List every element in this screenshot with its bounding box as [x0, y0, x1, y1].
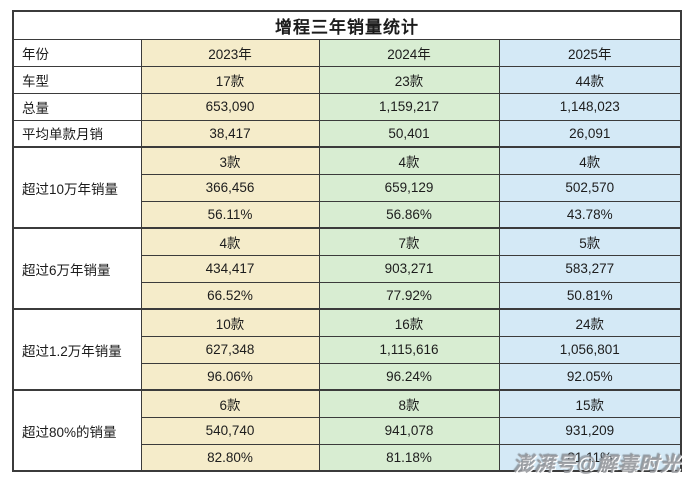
data-cell: 66.52%: [140, 281, 320, 310]
data-cell: 23款: [318, 65, 500, 94]
table-row: 56.11% 56.86% 43.78%: [13, 200, 682, 229]
data-cell: 1,115,616: [318, 335, 500, 364]
table-row: 超过10万年销量 3款 4款 4款: [12, 146, 682, 229]
data-cell: 15款: [498, 389, 682, 418]
data-cell: 26,091: [498, 119, 682, 148]
table-row: 434,417 903,271 583,277: [13, 254, 682, 283]
table-row: 627,348 1,115,616 1,056,801: [13, 335, 682, 364]
data-cell: 4款: [140, 227, 320, 256]
row-label-avg-monthly: 平均单款月销: [12, 119, 142, 148]
data-cell: 44款: [498, 65, 682, 94]
data-cell: 5款: [498, 227, 682, 256]
data-cell: 6款: [140, 389, 320, 418]
data-cell: 10款: [140, 308, 320, 337]
table-row: 82.80% 81.18% 81.11%: [13, 443, 682, 472]
table-row: 66.52% 77.92% 50.81%: [13, 281, 682, 310]
table-row: 总量 653,090 1,159,217 1,148,023: [12, 92, 682, 121]
data-cell: 4款: [498, 146, 682, 175]
data-cell: 81.18%: [318, 443, 500, 472]
data-cell: 96.24%: [318, 362, 500, 391]
table-row: 366,456 659,129 502,570: [13, 173, 682, 202]
data-cell: 43.78%: [498, 200, 682, 229]
data-cell: 24款: [498, 308, 682, 337]
table-row: 平均单款月销 38,417 50,401 26,091: [12, 119, 682, 148]
row-label-over-60k: 超过6万年销量: [12, 227, 142, 310]
data-cell: 502,570: [498, 173, 682, 202]
data-cell: 540,740: [140, 416, 320, 445]
data-cell: 96.06%: [140, 362, 320, 391]
data-cell: 92.05%: [498, 362, 682, 391]
data-cell: 56.86%: [318, 200, 500, 229]
col-header-2025: 2025年: [498, 38, 682, 67]
row-label-over-80pct: 超过80%的销量: [12, 389, 142, 472]
data-cell: 4款: [318, 146, 500, 175]
data-cell: 941,078: [318, 416, 500, 445]
data-cell: 50,401: [318, 119, 500, 148]
col-header-2024: 2024年: [318, 38, 500, 67]
table-row: 超过1.2万年销量 10款 16款 24款: [12, 308, 682, 391]
col-header-2023: 2023年: [140, 38, 320, 67]
data-cell: 17款: [140, 65, 320, 94]
table-row: 车型 17款 23款 44款: [12, 65, 682, 94]
table-row: 超过80%的销量 6款 8款 15款: [12, 389, 682, 472]
data-cell: 903,271: [318, 254, 500, 283]
data-cell: 16款: [318, 308, 500, 337]
row-label-models: 车型: [12, 65, 142, 94]
data-cell: 82.80%: [140, 443, 320, 472]
table-row: 超过6万年销量 4款 7款 5款: [12, 227, 682, 310]
data-cell: 56.11%: [140, 200, 320, 229]
data-cell: 1,159,217: [318, 92, 500, 121]
data-cell: 1,148,023: [498, 92, 682, 121]
data-cell: 653,090: [140, 92, 320, 121]
data-cell: 50.81%: [498, 281, 682, 310]
table-title: 增程三年销量统计: [12, 10, 682, 40]
table-row: 540,740 941,078 931,209: [13, 416, 682, 445]
data-cell: 659,129: [318, 173, 500, 202]
data-cell: 434,417: [140, 254, 320, 283]
data-cell: 583,277: [498, 254, 682, 283]
row-label-year: 年份: [12, 38, 142, 67]
data-cell: 1,056,801: [498, 335, 682, 364]
row-label-over-100k: 超过10万年销量: [12, 146, 142, 229]
data-cell: 627,348: [140, 335, 320, 364]
sales-stats-table: 增程三年销量统计 年份 2023年 2024年 2025年 车型 17款 23款…: [12, 10, 682, 472]
row-label-total: 总量: [12, 92, 142, 121]
data-cell: 38,417: [140, 119, 320, 148]
data-cell: 931,209: [498, 416, 682, 445]
table-row: 年份 2023年 2024年 2025年: [12, 38, 682, 67]
data-cell: 366,456: [140, 173, 320, 202]
row-label-over-12k: 超过1.2万年销量: [12, 308, 142, 391]
data-cell: 77.92%: [318, 281, 500, 310]
data-cell-obscured: 81.11%: [498, 443, 682, 472]
data-cell: 7款: [318, 227, 500, 256]
data-cell: 8款: [318, 389, 500, 418]
data-cell: 3款: [140, 146, 320, 175]
